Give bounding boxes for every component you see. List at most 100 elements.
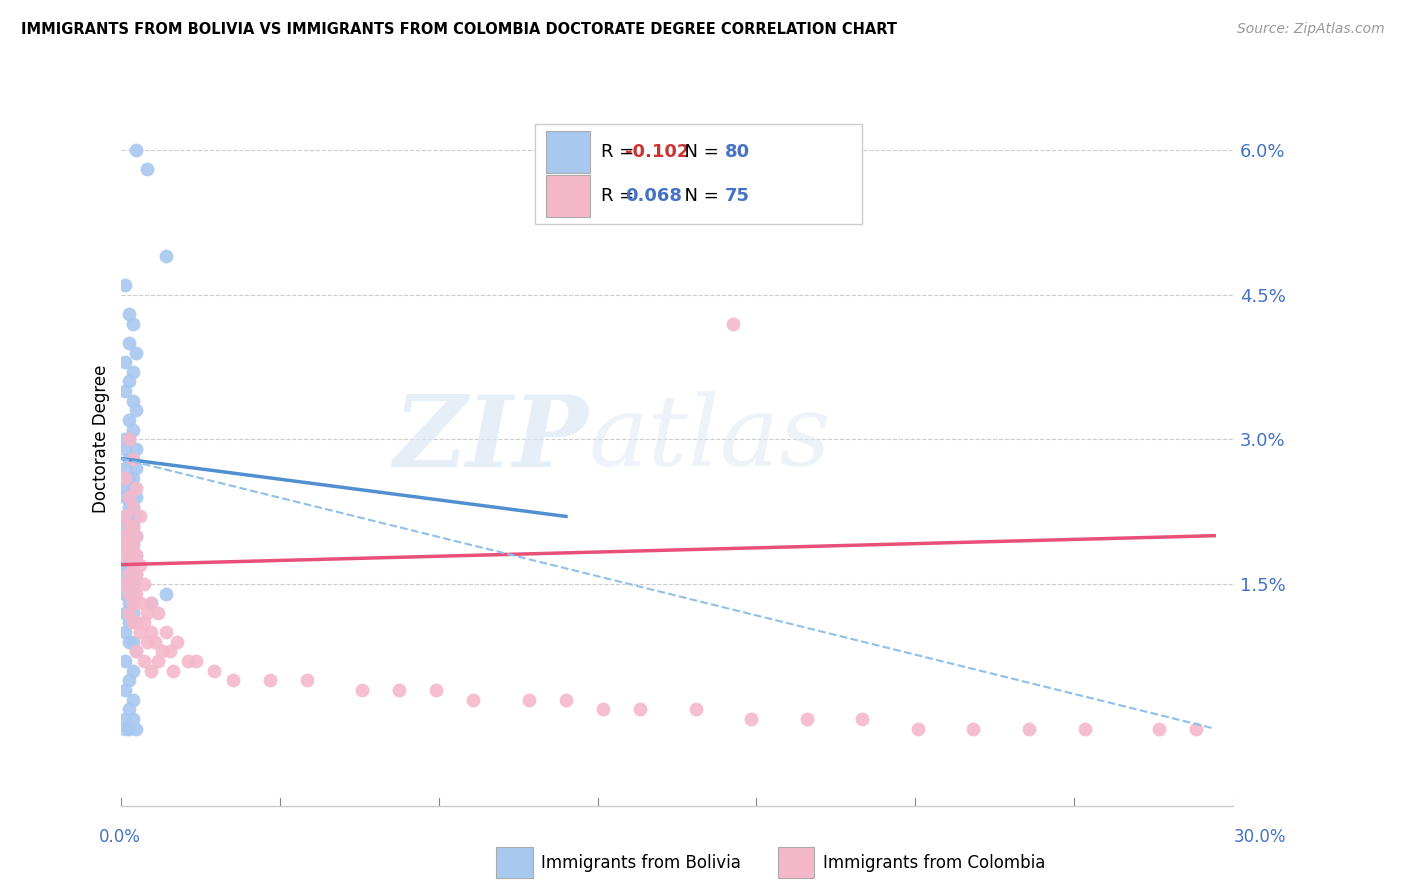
- Point: [463, 692, 485, 706]
- Point: [125, 644, 148, 658]
- Point: [143, 634, 166, 648]
- Point: [1184, 722, 1206, 736]
- Point: [136, 634, 159, 648]
- Point: [118, 606, 141, 620]
- Point: [118, 596, 141, 610]
- Point: [114, 682, 136, 697]
- Point: [118, 558, 141, 572]
- Point: [118, 529, 141, 543]
- Point: [962, 722, 984, 736]
- Point: [177, 654, 200, 668]
- Y-axis label: Doctorate Degree: Doctorate Degree: [93, 365, 110, 514]
- Point: [907, 722, 929, 736]
- Point: [129, 558, 152, 572]
- Point: [125, 722, 148, 736]
- Point: [129, 596, 152, 610]
- Point: [114, 712, 136, 726]
- Point: [118, 413, 141, 427]
- Point: [136, 162, 159, 177]
- Point: [125, 481, 148, 495]
- Point: [155, 625, 177, 640]
- Point: [155, 586, 177, 600]
- Point: [114, 490, 136, 504]
- Point: [118, 577, 141, 591]
- Point: [202, 664, 225, 678]
- Point: [114, 577, 136, 591]
- Point: [121, 481, 143, 495]
- Point: [118, 500, 141, 514]
- Point: [162, 664, 184, 678]
- Point: [114, 577, 136, 591]
- Point: [114, 509, 136, 524]
- Point: [139, 596, 162, 610]
- Point: [125, 442, 148, 456]
- Text: Immigrants from Colombia: Immigrants from Colombia: [823, 854, 1045, 871]
- Point: [148, 606, 170, 620]
- Point: [121, 451, 143, 466]
- Point: [121, 634, 143, 648]
- Point: [125, 548, 148, 562]
- Point: [132, 654, 155, 668]
- Text: Immigrants from Bolivia: Immigrants from Bolivia: [541, 854, 741, 871]
- Point: [114, 538, 136, 552]
- Text: N =: N =: [672, 187, 724, 205]
- Point: [184, 654, 207, 668]
- Point: [121, 500, 143, 514]
- Point: [118, 432, 141, 446]
- Point: [118, 586, 141, 600]
- Point: [121, 558, 143, 572]
- Point: [114, 384, 136, 398]
- Point: [118, 432, 141, 446]
- Point: [166, 634, 188, 648]
- Point: [148, 654, 170, 668]
- Point: [125, 586, 148, 600]
- Point: [114, 548, 136, 562]
- Point: [114, 529, 136, 543]
- Point: [121, 519, 143, 533]
- Point: [114, 355, 136, 369]
- Point: [121, 692, 143, 706]
- Point: [125, 529, 148, 543]
- Point: [121, 548, 143, 562]
- Point: [125, 615, 148, 630]
- Point: [121, 500, 143, 514]
- Point: [114, 625, 136, 640]
- Point: [121, 451, 143, 466]
- Point: [592, 702, 614, 716]
- Text: -0.102: -0.102: [626, 143, 689, 161]
- Point: [121, 538, 143, 552]
- Point: [295, 673, 318, 688]
- Point: [114, 481, 136, 495]
- Point: [388, 682, 411, 697]
- Point: [155, 249, 177, 263]
- Point: [118, 490, 141, 504]
- Point: [125, 567, 148, 582]
- Text: R =: R =: [600, 187, 640, 205]
- Point: [517, 692, 540, 706]
- Point: [221, 673, 243, 688]
- Point: [259, 673, 281, 688]
- Point: [121, 615, 143, 630]
- Point: [1073, 722, 1095, 736]
- Text: Source: ZipAtlas.com: Source: ZipAtlas.com: [1237, 22, 1385, 37]
- Text: ZIP: ZIP: [394, 391, 588, 488]
- Point: [118, 673, 141, 688]
- Text: 0.0%: 0.0%: [98, 828, 141, 846]
- Point: [125, 403, 148, 417]
- Point: [121, 606, 143, 620]
- Point: [121, 548, 143, 562]
- Point: [118, 471, 141, 485]
- Point: [114, 586, 136, 600]
- Point: [796, 712, 818, 726]
- Point: [118, 335, 141, 350]
- Point: [118, 490, 141, 504]
- Point: [121, 577, 143, 591]
- Point: [114, 442, 136, 456]
- Point: [125, 529, 148, 543]
- Text: atlas: atlas: [588, 392, 831, 487]
- Point: [121, 519, 143, 533]
- Point: [118, 538, 141, 552]
- Point: [121, 509, 143, 524]
- Text: IMMIGRANTS FROM BOLIVIA VS IMMIGRANTS FROM COLOMBIA DOCTORATE DEGREE CORRELATION: IMMIGRANTS FROM BOLIVIA VS IMMIGRANTS FR…: [21, 22, 897, 37]
- Point: [118, 519, 141, 533]
